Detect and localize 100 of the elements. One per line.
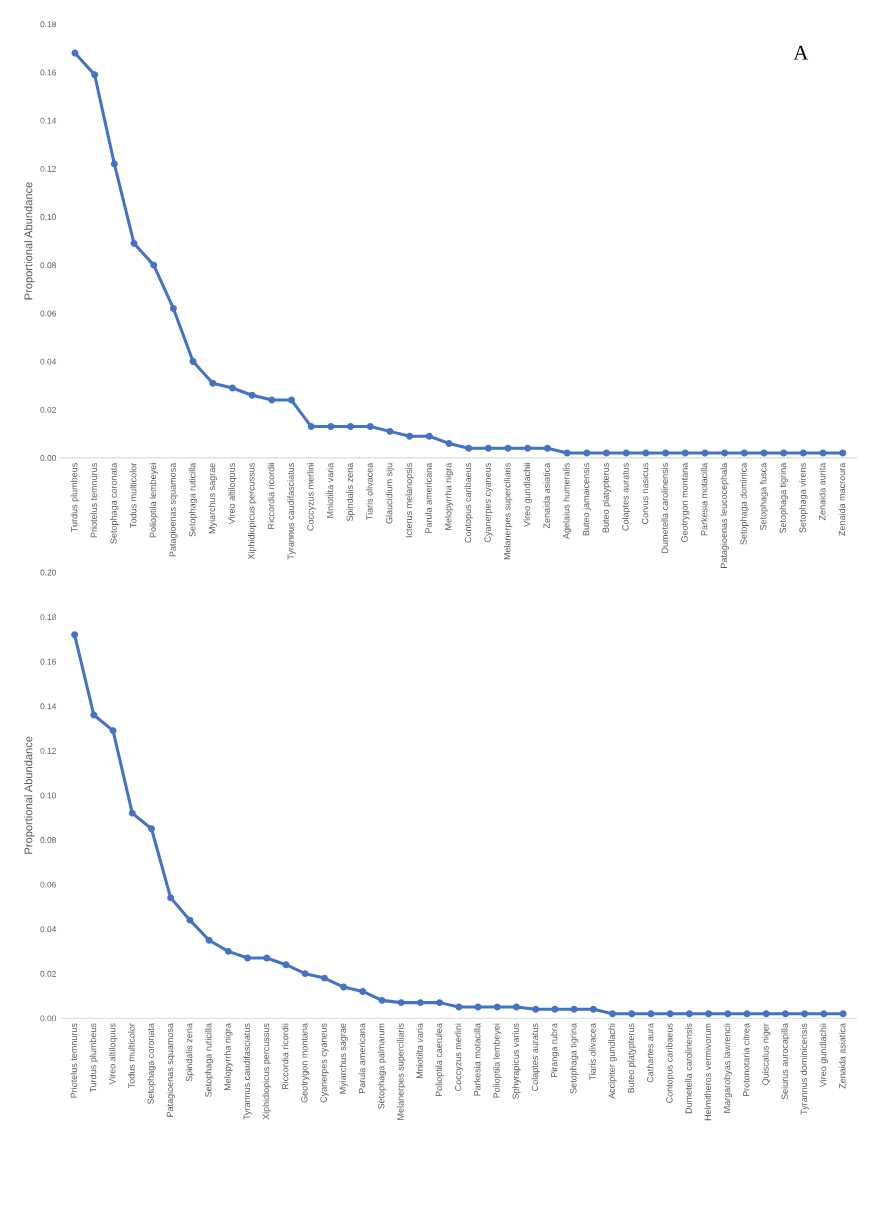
x-tick-label: Spindalis zena [185, 1023, 195, 1082]
x-tick-label: Setophaga coronata [147, 1023, 156, 1104]
point [628, 1010, 636, 1018]
y-tick-label: 0.12 [40, 747, 56, 754]
x-tick-label: Geotrygon montana [681, 462, 690, 543]
x-tick-label: Melanerpes superciliaris [397, 1023, 406, 1120]
y-tick-label: 0.18 [40, 614, 56, 621]
x-tick-label: Tyrannus dominicensis [800, 1023, 809, 1115]
x-tick-label: Sphyrapicus varius [512, 1023, 521, 1099]
point [532, 1005, 540, 1013]
x-tick-label: Cyanerpes cyaneus [484, 463, 493, 543]
point [504, 444, 512, 452]
x-tick-label: Piranga rubra [550, 1023, 560, 1078]
point [583, 449, 591, 457]
point [110, 160, 118, 168]
y-tick-label: 0.00 [40, 455, 56, 461]
point [425, 432, 433, 440]
x-tick-label: Zenaida macroura [838, 462, 846, 536]
x-tick-label: Colaptes auratus [531, 1023, 540, 1091]
y-tick-label: 0.08 [40, 837, 56, 843]
point [642, 449, 650, 457]
y-tick-label: 0.10 [40, 214, 56, 220]
point [209, 379, 217, 387]
x-tick-label: Contopus caribaeus [665, 1023, 675, 1103]
point [228, 384, 236, 392]
x-tick-label: Margarobyas lawrencii [723, 1023, 733, 1113]
point [436, 999, 444, 1007]
x-tick-label: Melopyrrha nigra [444, 462, 454, 530]
x-tick-label: Vireo altiloquus [228, 463, 237, 525]
annotation: A [793, 45, 809, 60]
x-tick-label: Parula americana [425, 462, 432, 533]
point [524, 444, 532, 452]
y-tick-label: 0.02 [40, 406, 56, 413]
x-tick-label: Vireo altiloquus [108, 1023, 118, 1085]
point [780, 449, 788, 457]
x-tick-label: Patagioenas leucocephala [720, 462, 729, 568]
x-tick-label: Melanerpes superciliaris [503, 463, 513, 560]
point [589, 1005, 597, 1013]
x-tick-label: Coccyzus merlini [454, 1023, 464, 1091]
x-tick-label: Buteo jamaicensis [582, 463, 592, 536]
x-tick-label: Parkesia motacilla [473, 1023, 481, 1096]
y-tick-label: 0.08 [40, 262, 56, 269]
point [366, 423, 374, 431]
point [455, 1003, 463, 1011]
point [109, 727, 117, 735]
x-tick-label: Vireo gundlachii [819, 1023, 829, 1088]
x-tick-label: Priotelus temnurus [70, 1023, 78, 1098]
y-tick-label: 0.00 [40, 1015, 56, 1022]
point [801, 1010, 809, 1018]
point [347, 423, 355, 431]
x-tick-label: Dumetella carolinensis [661, 463, 668, 553]
point [762, 1010, 770, 1018]
point [147, 825, 155, 833]
x-tick-label: Myiarchus sagrae [208, 463, 217, 534]
point [820, 1010, 828, 1018]
point [416, 999, 424, 1007]
point [781, 1010, 789, 1018]
point [327, 423, 335, 431]
x-tick-label: Colaptes auratus [621, 463, 631, 531]
y-tick-label: 0.16 [40, 69, 56, 76]
y-tick-label: 0.14 [40, 703, 57, 710]
point [301, 970, 309, 978]
x-tick-label: Riccordia ricordii [281, 1023, 289, 1090]
x-tick-label: Seiurus aurocapilla [781, 1023, 790, 1100]
x-tick-label: Helmitheros vermivorum [704, 1023, 712, 1121]
point [493, 1003, 501, 1011]
x-tick-label: Zenaida asiatica [543, 462, 550, 529]
x-tick-label: Cyanerpes cyaneus [320, 1023, 329, 1103]
x-tick-label: Melopyrrha nigra [224, 1023, 233, 1091]
point [359, 988, 367, 995]
point [570, 1005, 578, 1013]
x-tick-label: Polioptila lembeyei [149, 463, 158, 538]
point [474, 1003, 482, 1011]
point [484, 444, 492, 452]
x-tick-label: Turdus plumbeus [70, 463, 80, 532]
x-tick-label: Buteo platypterus [627, 1023, 636, 1093]
y-tick-label: 0.18 [40, 21, 56, 28]
point [386, 427, 394, 435]
x-tick-label: Glaucidium siju [385, 463, 395, 524]
y-tick-label: 0.04 [40, 926, 57, 933]
point [189, 358, 197, 365]
y-tick-label: 0.10 [40, 792, 56, 799]
point [167, 894, 175, 902]
point [685, 1010, 693, 1018]
y-tick-label: 0.16 [40, 658, 56, 665]
x-tick-label: Myiarchus sagrae [339, 1023, 348, 1094]
point [724, 1010, 732, 1018]
x-tick-label: Setophaga coronata [110, 462, 119, 544]
point [465, 444, 473, 452]
point [563, 449, 571, 457]
point [666, 1010, 674, 1018]
x-tick-label: Setophaga dominica [740, 462, 749, 545]
point [91, 71, 99, 79]
x-tick-label: Parula americana [358, 1023, 366, 1094]
point [397, 999, 405, 1007]
x-tick-label: Protonotaria citrea [742, 1023, 750, 1097]
point [288, 396, 295, 404]
y-tick-label: 0.14 [40, 117, 57, 124]
x-tick-label: Setophaga tigrina [569, 1023, 579, 1094]
x-tick-label: Tyrannus caudifasciatus [243, 1023, 252, 1120]
